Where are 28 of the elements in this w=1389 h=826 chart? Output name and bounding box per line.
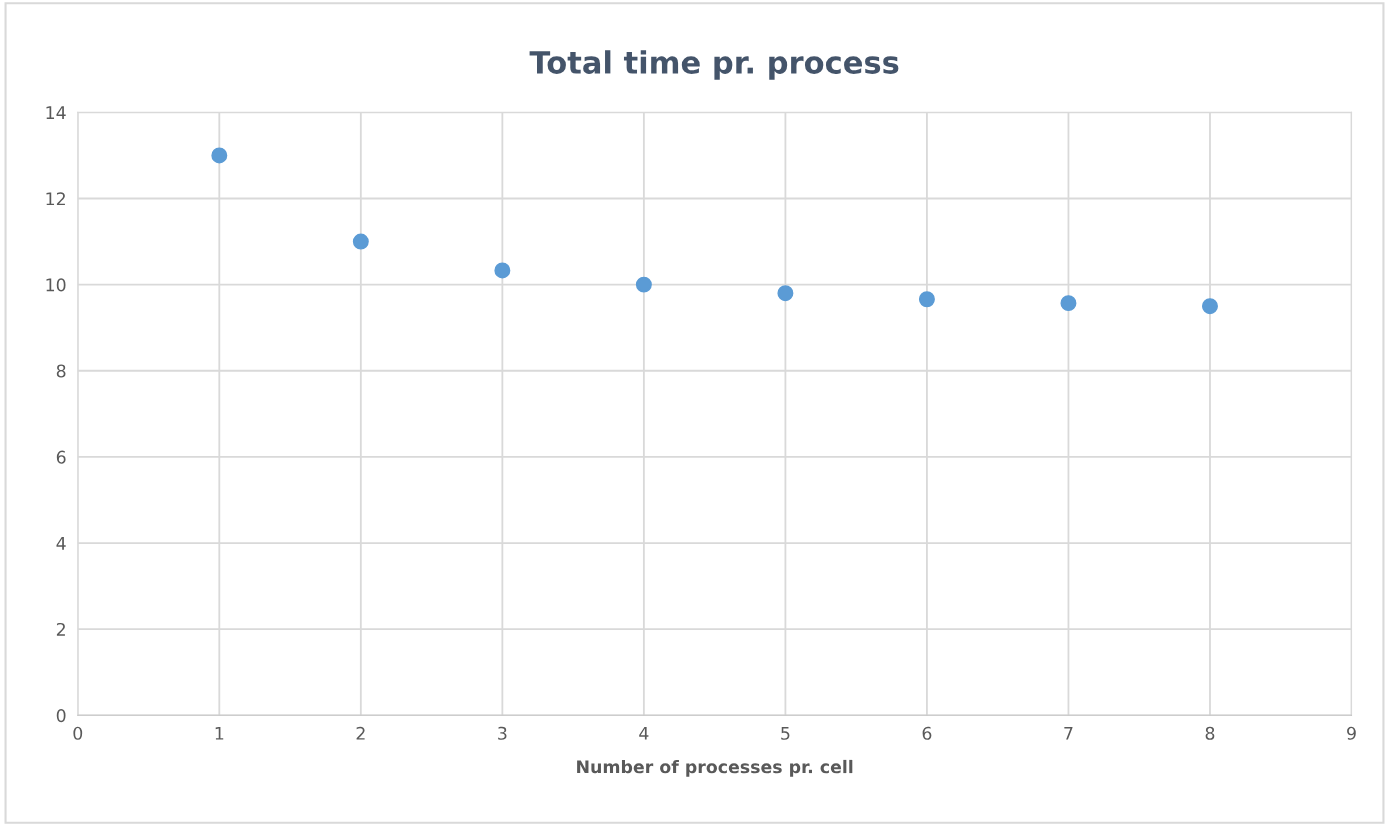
point: [1201, 298, 1218, 315]
x-tick-label: 7: [1064, 726, 1073, 740]
point: [777, 285, 794, 302]
x-tick-label: 9: [1347, 726, 1356, 740]
y-tick-label: 14: [46, 106, 66, 119]
point: [918, 291, 935, 308]
x-tick-label: 1: [215, 726, 224, 740]
point: [494, 262, 511, 279]
y-tick-label: 12: [46, 192, 65, 206]
point: [635, 276, 652, 293]
x-tick-label: 6: [922, 726, 932, 740]
x-tick-label: 0: [73, 726, 83, 740]
point: [211, 147, 228, 164]
x-axis-title: Number of processes pr. cell: [577, 759, 853, 777]
chart-title: Total time pr. process: [529, 50, 899, 80]
y-tick-label: 0: [56, 709, 66, 723]
y-tick-label: 2: [56, 622, 65, 636]
x-tick-label: 4: [639, 726, 649, 740]
y-tick-label: 6: [56, 450, 66, 464]
x-tick-label: 2: [356, 726, 365, 740]
point: [352, 233, 369, 250]
y-tick-label: 4: [56, 536, 66, 550]
x-tick-label: 5: [781, 726, 790, 740]
y-tick-label: 8: [56, 364, 66, 378]
x-tick-label: 8: [1205, 726, 1215, 740]
x-tick-label: 3: [498, 726, 507, 740]
y-tick-label: 10: [46, 278, 66, 292]
point: [1060, 295, 1077, 312]
